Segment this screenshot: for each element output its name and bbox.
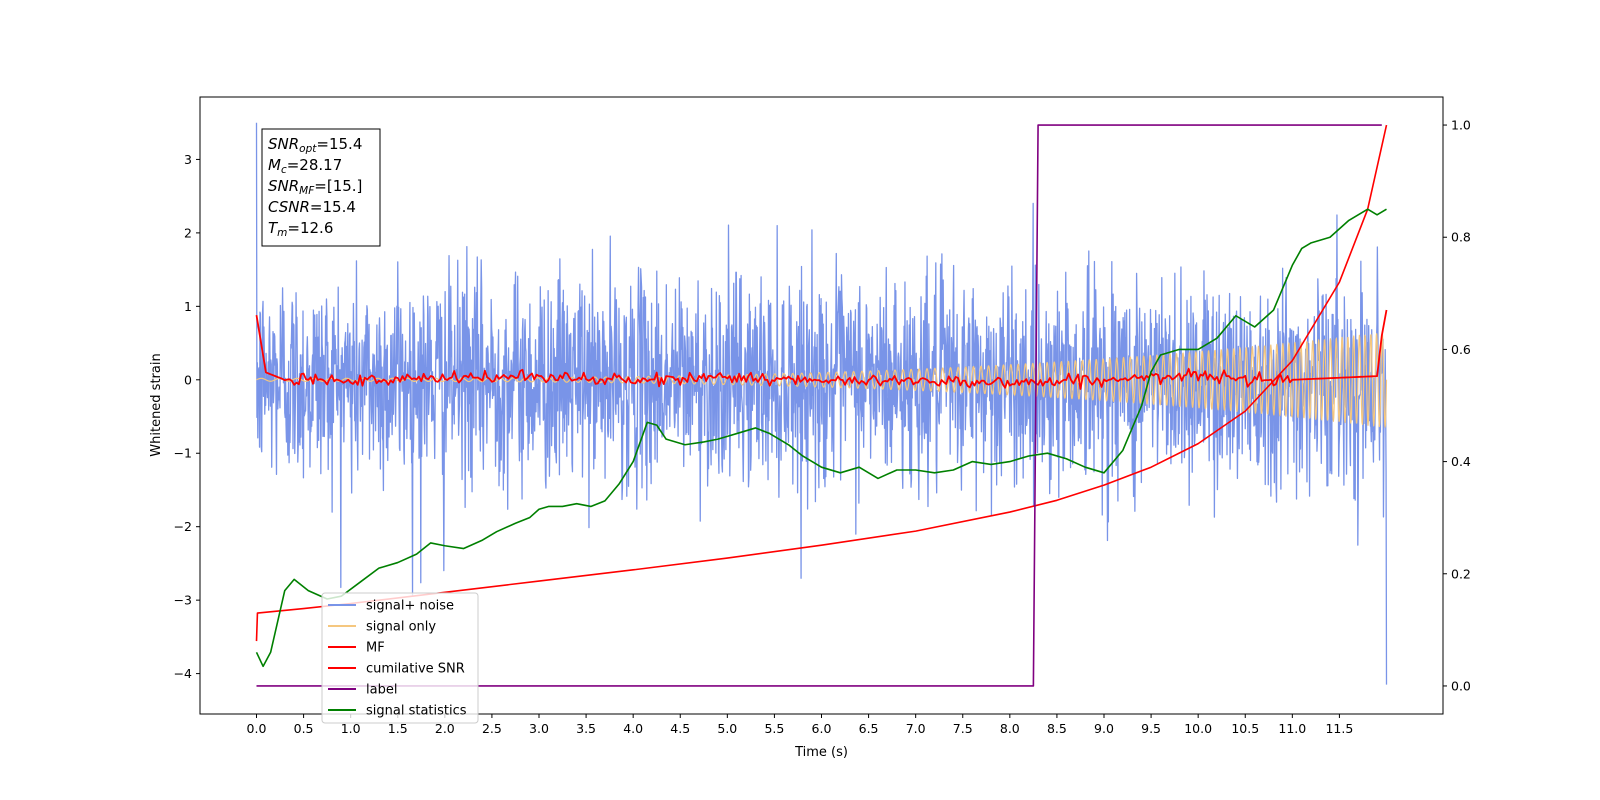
- y-axis-left: 3 2 1 0 −1 −2 −3 −4: [174, 152, 200, 681]
- annotation-line: Mc=28.17: [268, 156, 342, 176]
- x-tick-label: 7.0: [906, 721, 926, 736]
- x-tick-label: 9.5: [1141, 721, 1161, 736]
- x-tick-label: 11.0: [1278, 721, 1306, 736]
- y-tick-label: −1: [174, 446, 192, 461]
- y-tick-label: −4: [174, 666, 192, 681]
- legend-frame: [321, 592, 479, 724]
- x-tick-label: 5.5: [764, 721, 784, 736]
- x-tick-label: 8.0: [1000, 721, 1020, 736]
- y2-tick-label: 1.0: [1451, 118, 1471, 133]
- x-tick-label: 1.5: [388, 721, 408, 736]
- x-tick-label: 10.5: [1231, 721, 1259, 736]
- legend-entry: signal+ noise: [366, 599, 454, 614]
- annotation-line: SNRMF=[15.]: [268, 177, 362, 197]
- x-tick-label: 11.5: [1325, 721, 1353, 736]
- annotation-line: Tm=12.6: [268, 219, 333, 239]
- x-axis-label: Time (s): [794, 745, 848, 760]
- x-tick-label: 0.0: [247, 721, 267, 736]
- series-signal-only: [256, 332, 1388, 428]
- y2-tick-label: 0.4: [1451, 454, 1471, 469]
- x-tick-label: 5.0: [717, 721, 737, 736]
- x-tick-label: 3.0: [529, 721, 549, 736]
- legend-entry: cumilative SNR: [366, 662, 465, 677]
- x-tick-label: 4.0: [623, 721, 643, 736]
- series-signal-statistics: [255, 208, 1387, 668]
- y-tick-label: −3: [174, 593, 192, 608]
- y-tick-label: 1: [184, 299, 192, 314]
- y-tick-label: −2: [174, 519, 192, 534]
- x-tick-label: 9.0: [1094, 721, 1114, 736]
- series-mf: [255, 309, 1388, 390]
- y-tick-label: 3: [184, 152, 192, 167]
- x-tick-label: 8.5: [1047, 721, 1067, 736]
- annotation-line: CSNR=15.4: [268, 198, 356, 216]
- legend-entry: MF: [366, 641, 385, 656]
- y-axis-right: 1.0 0.8 0.6 0.4 0.2 0.0: [1443, 118, 1471, 693]
- x-tick-label: 2.5: [482, 721, 502, 736]
- x-tick-label: 10.0: [1184, 721, 1212, 736]
- legend: signal+ noise signal only MF cumilative SNR…: [321, 592, 479, 724]
- y2-tick-label: 0.6: [1451, 342, 1471, 357]
- y-tick-label: 2: [184, 225, 192, 240]
- y-tick-label: 0: [184, 372, 192, 387]
- x-tick-label: 7.5: [953, 721, 973, 736]
- x-tick-label: 2.0: [435, 721, 455, 736]
- x-tick-label: 0.5: [294, 721, 314, 736]
- series-label: [256, 124, 1382, 687]
- annotation-line: SNRopt=15.4: [268, 135, 362, 155]
- legend-entry: label: [366, 683, 397, 698]
- x-tick-label: 6.0: [812, 721, 832, 736]
- x-tick-label: 3.5: [576, 721, 596, 736]
- x-tick-label: 4.5: [670, 721, 690, 736]
- x-tick-label: 1.0: [341, 721, 361, 736]
- y2-tick-label: 0.0: [1451, 678, 1471, 693]
- y2-tick-label: 0.8: [1451, 230, 1471, 245]
- x-tick-label: 6.5: [859, 721, 879, 736]
- y-axis-label: Whitened strain: [149, 353, 164, 456]
- x-axis: 0.0 0.5 1.0 1.5 2.0 2.5 3.0 3.5 4.0 4.5 5.0 5.5 6.0 6…: [247, 714, 1353, 736]
- legend-entry: signal statistics: [366, 704, 467, 719]
- annotation-frame: [261, 128, 381, 247]
- y2-tick-label: 0.2: [1451, 566, 1471, 581]
- legend-entry: signal only: [366, 620, 436, 635]
